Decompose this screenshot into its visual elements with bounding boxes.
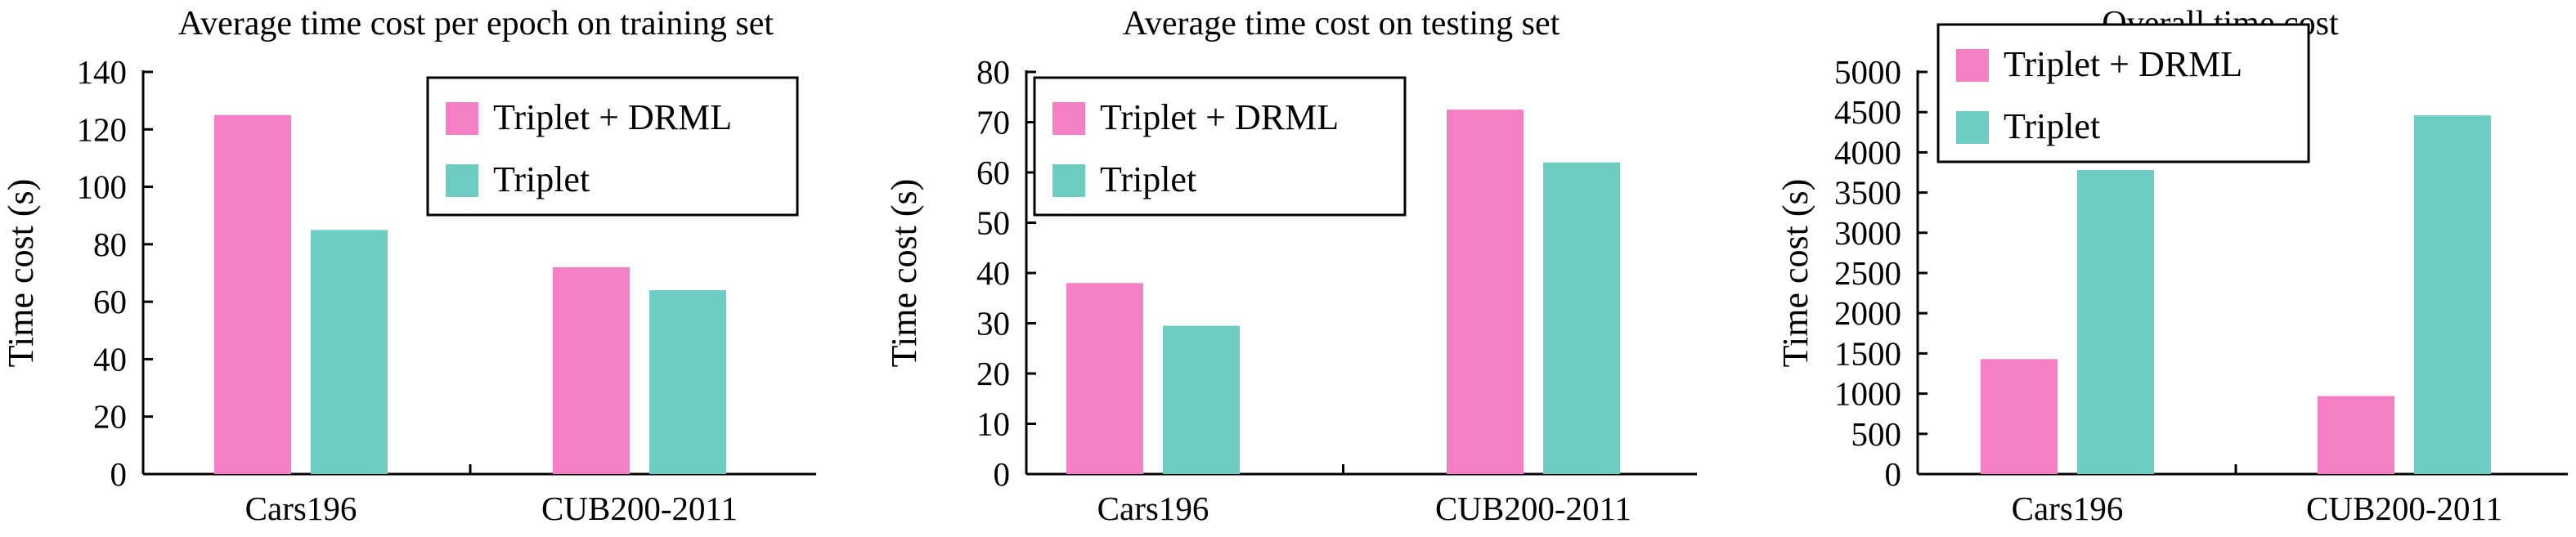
y-tick-label: 3000 <box>1834 214 1901 252</box>
legend-label: Triplet <box>493 159 590 199</box>
y-tick-label: 50 <box>976 204 1010 242</box>
bar-triplet-cars196 <box>311 230 388 474</box>
legend-swatch <box>1956 111 1989 144</box>
y-tick-label: 4000 <box>1834 133 1901 171</box>
y-tick-label: 1500 <box>1834 334 1901 372</box>
y-tick-label: 40 <box>93 340 127 378</box>
bar-triplet-cub200-2011 <box>649 290 726 474</box>
bar-triplet-drml-cub200-2011 <box>553 266 630 474</box>
chart-title: Average time cost per epoch on training … <box>178 5 774 43</box>
chart-title: Average time cost on testing set <box>1123 5 1560 43</box>
y-tick-label: 3500 <box>1834 174 1901 212</box>
y-tick-label: 5000 <box>1834 53 1901 91</box>
legend-box <box>1033 76 1407 217</box>
x-tick-label: Cars196 <box>1097 490 1209 527</box>
y-axis-label: Time cost (s) <box>884 179 924 368</box>
y-tick-label: 0 <box>994 455 1011 493</box>
x-tick-label: CUB200-2011 <box>2306 490 2502 527</box>
legend-swatch <box>446 102 478 135</box>
y-tick-label: 120 <box>77 110 128 148</box>
bar-triplet-cars196 <box>2077 170 2154 474</box>
y-tick-label: 0 <box>1885 455 1902 493</box>
bar-triplet-drml-cars196 <box>1066 283 1143 474</box>
legend-label: Triplet + DRML <box>2004 44 2242 84</box>
legend: Triplet + DRML Triplet <box>1033 76 1407 217</box>
legend: Triplet + DRML Triplet <box>426 76 799 217</box>
bar-triplet-drml-cub200-2011 <box>1447 110 1524 474</box>
legend: Triplet + DRML Triplet <box>1936 23 2310 163</box>
legend-swatch <box>1956 49 1989 82</box>
legend-swatch <box>1052 102 1085 135</box>
y-tick-label: 500 <box>1851 415 1902 453</box>
y-tick-label: 80 <box>93 226 127 263</box>
bar-triplet-cub200-2011 <box>2414 115 2491 475</box>
legend-box <box>1936 23 2310 163</box>
bar-triplet-drml-cars196 <box>1981 359 2058 474</box>
bar-triplet-drml-cub200-2011 <box>2318 396 2394 474</box>
y-tick-label: 20 <box>93 398 127 436</box>
y-tick-label: 80 <box>976 53 1010 91</box>
legend-label: Triplet <box>1100 159 1196 199</box>
chart-panel-3: Overall time cost05001000150020002500300… <box>1775 5 2568 527</box>
legend-label: Triplet + DRML <box>493 97 732 137</box>
x-tick-label: CUB200-2011 <box>541 490 738 527</box>
y-tick-label: 4500 <box>1834 93 1901 131</box>
legend-swatch <box>446 164 478 197</box>
legend-label: Triplet + DRML <box>1100 97 1339 137</box>
legend-label: Triplet <box>2004 106 2100 146</box>
y-tick-label: 10 <box>976 405 1010 443</box>
bar-triplet-cub200-2011 <box>1543 162 1620 474</box>
y-tick-label: 100 <box>77 168 128 206</box>
legend-box <box>426 76 799 217</box>
y-tick-label: 20 <box>976 355 1010 392</box>
bar-triplet-cars196 <box>1163 325 1240 474</box>
y-tick-label: 70 <box>976 104 1010 141</box>
x-tick-label: Cars196 <box>2012 490 2124 527</box>
chart-panel-1: Average time cost per epoch on training … <box>1 5 816 527</box>
y-tick-label: 60 <box>976 154 1010 191</box>
y-tick-label: 2500 <box>1834 254 1901 292</box>
y-axis-label: Time cost (s) <box>1775 179 1815 368</box>
chart-panel-2: Average time cost on testing set 0 10 20 30 4… <box>884 5 1697 527</box>
legend-swatch <box>1052 164 1085 197</box>
y-tick-label: 30 <box>976 305 1010 342</box>
y-tick-label: 2000 <box>1834 294 1901 332</box>
x-tick-label: Cars196 <box>245 490 357 527</box>
y-axis-label: Time cost (s) <box>1 179 41 368</box>
x-tick-label: CUB200-2011 <box>1435 490 1631 527</box>
y-tick-label: 60 <box>93 283 127 320</box>
y-tick-label: 0 <box>110 455 128 493</box>
y-tick-label: 140 <box>77 53 128 91</box>
bar-triplet-drml-cars196 <box>214 114 291 474</box>
y-tick-label: 40 <box>976 254 1010 292</box>
y-tick-label: 1000 <box>1834 375 1901 413</box>
